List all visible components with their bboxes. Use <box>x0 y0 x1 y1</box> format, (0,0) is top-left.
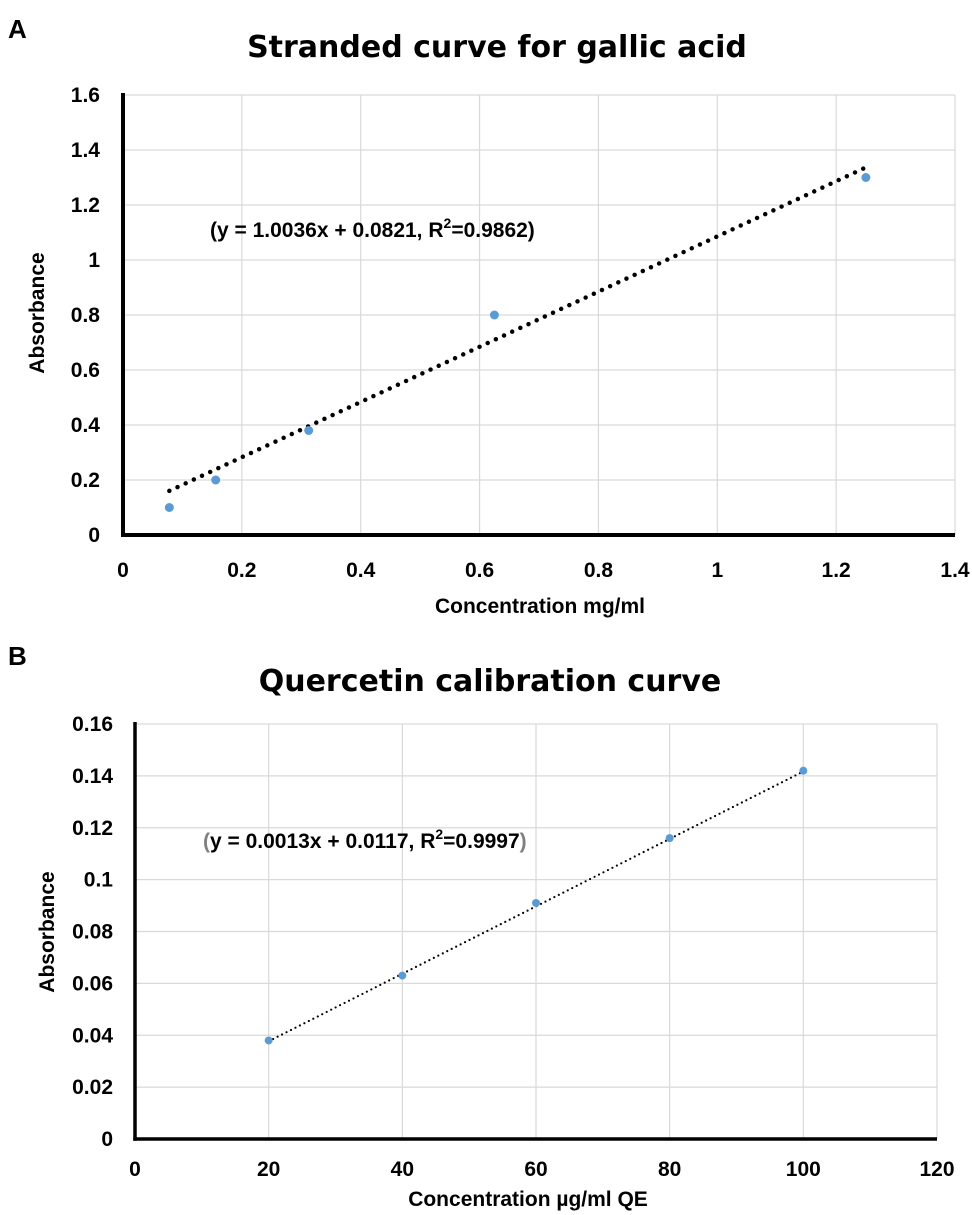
chart-a-equation: (y = 1.0036x + 0.0821, R2=0.9862) <box>210 215 535 242</box>
chart-a-gridlines <box>122 94 956 536</box>
x-tick-label: 100 <box>786 1158 821 1181</box>
x-tick-label: 120 <box>919 1158 954 1181</box>
chart-a-marks <box>164 165 871 512</box>
x-tick-label: 1 <box>711 559 723 582</box>
panel-b-letter: B <box>8 641 27 671</box>
trendline <box>167 165 869 494</box>
chart-b-equation-rest: =0.9997 <box>443 830 520 853</box>
data-point <box>665 834 674 843</box>
y-tick-label: 0.4 <box>71 414 101 437</box>
y-tick-label: 0.16 <box>72 713 113 736</box>
x-tick-label: 0 <box>129 1158 141 1181</box>
data-point <box>799 766 808 775</box>
data-point <box>532 898 540 907</box>
chart-b-marks <box>264 766 808 1045</box>
chart-a-equation-main: (y = 1.0036x + 0.0821, R <box>210 219 444 242</box>
data-point <box>304 426 314 435</box>
chart-b-title: Quercetin calibration curve <box>259 664 722 699</box>
data-point <box>398 971 407 980</box>
y-tick-label: 0.8 <box>71 304 101 327</box>
x-tick-label: 60 <box>524 1158 547 1181</box>
y-tick-label: 1.6 <box>71 84 100 107</box>
data-point <box>211 475 221 485</box>
data-point <box>164 503 174 512</box>
y-tick-label: 0.14 <box>72 765 113 788</box>
x-tick-label: 1.2 <box>822 559 851 582</box>
chart-a-equation-sup: 2 <box>444 215 452 231</box>
x-tick-label: 1.4 <box>940 559 970 582</box>
y-tick-label: 0.06 <box>72 972 113 995</box>
y-tick-label: 0 <box>88 524 100 547</box>
y-tick-label: 0.08 <box>72 921 113 944</box>
y-tick-label: 0.04 <box>72 1024 113 1047</box>
y-tick-label: 1.4 <box>71 139 101 162</box>
chart-b-equation-sup: 2 <box>435 826 443 842</box>
x-tick-label: 0 <box>117 559 129 582</box>
data-point <box>264 1036 273 1045</box>
x-tick-label: 80 <box>658 1158 681 1181</box>
x-tick-label: 0.8 <box>584 559 614 582</box>
chart-a-equation-end: =0.9862) <box>451 219 535 242</box>
chart-a-x-axis-title: Concentration mg/ml <box>435 595 645 618</box>
x-tick-label: 0.4 <box>346 559 376 582</box>
chart-a-axes <box>121 93 955 537</box>
chart-a-title: Stranded curve for gallic acid <box>247 30 747 65</box>
chart-b-tick-labels: 0 0.02 0.04 0.06 0.08 0.1 0.12 0.14 0.16 0 20 40 60 8… <box>72 713 954 1181</box>
y-tick-label: 1.2 <box>71 194 100 217</box>
x-tick-label: 20 <box>257 1158 280 1181</box>
data-point <box>489 310 499 320</box>
x-tick-label: 0.6 <box>465 559 494 582</box>
chart-b-gridlines <box>134 723 938 1140</box>
panel-a: A Stranded curve for gallic acid 0 0.2 0.4… <box>8 14 970 618</box>
chart-b-axes <box>133 722 937 1141</box>
chart-b-y-axis-title: Absorbance <box>36 871 59 992</box>
chart-a-tick-labels: 0 0.2 0.4 0.6 0.8 1 1.2 1.4 1.6 0 0.2 0.4 0.6 0.8 1 1.2… <box>71 84 970 582</box>
y-tick-label: 0.2 <box>71 469 100 492</box>
x-tick-label: 40 <box>391 1158 414 1181</box>
chart-b-equation-close: ) <box>520 830 527 853</box>
chart-b-equation-open: ( <box>203 830 210 853</box>
chart-a-y-axis-title: Absorbance <box>26 252 49 373</box>
data-point <box>861 173 871 182</box>
panel-b: B Quercetin calibration curve 00.020.040… <box>8 641 955 1211</box>
y-tick-label: 0 <box>101 1128 113 1151</box>
y-tick-label: 1 <box>88 249 100 272</box>
y-tick-label: 0.12 <box>72 817 113 840</box>
chart-b-equation-main: y = 0.0013x + 0.0117, R <box>210 830 435 853</box>
y-tick-label: 0.6 <box>71 359 100 382</box>
y-tick-label: 0.02 <box>72 1076 113 1099</box>
panel-a-letter: A <box>8 14 27 44</box>
x-tick-label: 0.2 <box>227 559 256 582</box>
chart-b-x-axis-title: Concentration µg/ml QE <box>408 1188 648 1211</box>
y-tick-label: 0.1 <box>84 869 114 892</box>
chart-b-equation: (y = 0.0013x + 0.0117, R2=0.9997) <box>203 826 527 853</box>
